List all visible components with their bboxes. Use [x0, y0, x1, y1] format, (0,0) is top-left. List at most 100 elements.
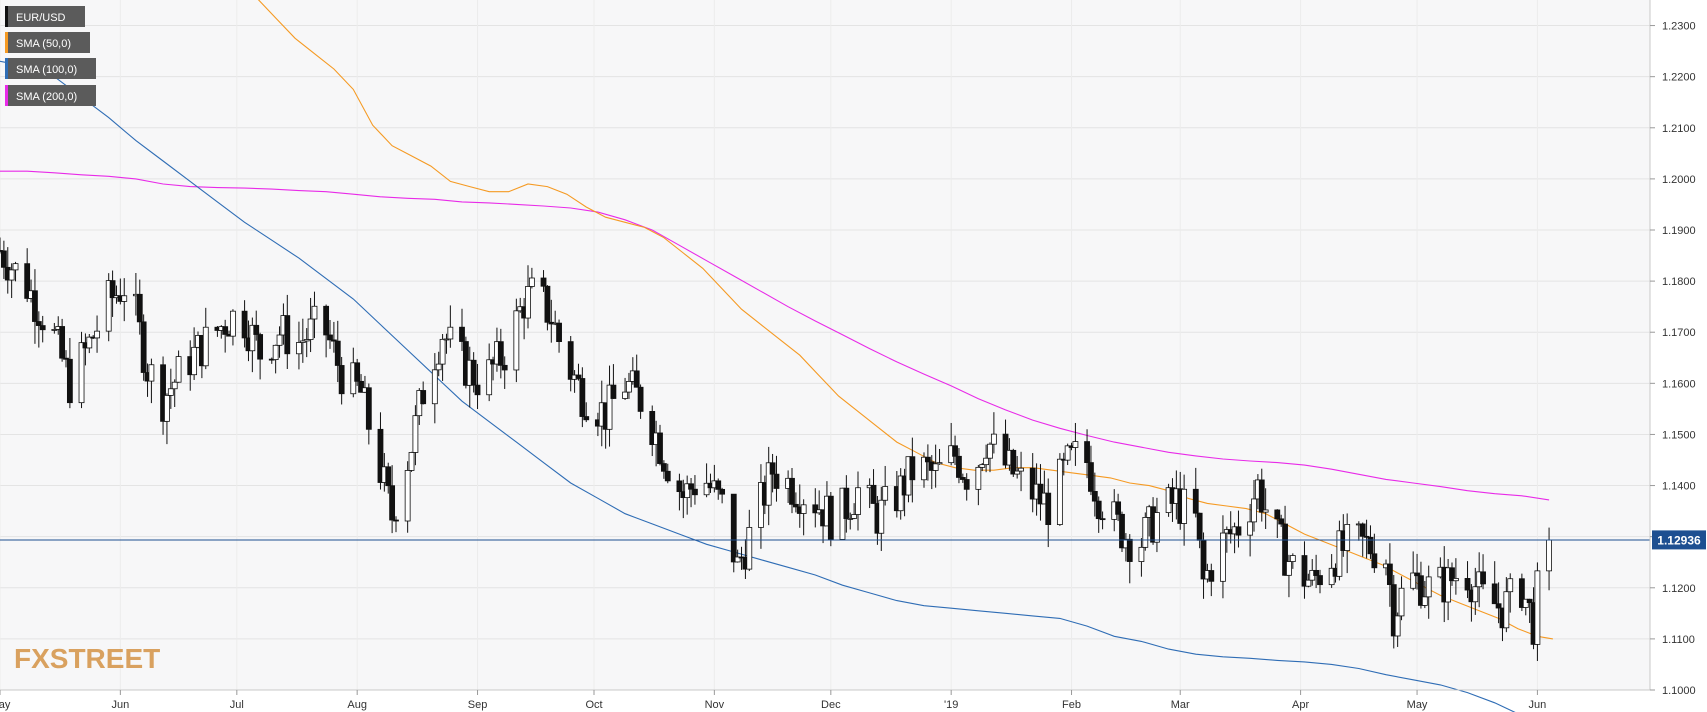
- candle-body-bullish: [249, 324, 256, 352]
- candle-body-bullish: [8, 269, 15, 281]
- candle-body-bullish: [855, 487, 861, 515]
- candle-body-bearish: [389, 485, 396, 521]
- legend-item-sma200[interactable]: SMA (200,0): [5, 85, 96, 106]
- candle-body-bearish: [284, 315, 291, 355]
- candle-body-bearish: [330, 339, 337, 342]
- candle-body-bearish: [1317, 575, 1323, 586]
- x-tick-label: Jun: [1529, 699, 1547, 711]
- candle-body-bullish: [443, 338, 450, 341]
- candle-body-bearish: [1045, 492, 1052, 525]
- candle-body-bearish: [32, 290, 38, 322]
- candle-body-bearish: [664, 470, 671, 482]
- candle-body-bullish: [1154, 512, 1160, 543]
- candle-body-bearish: [959, 477, 966, 480]
- candle-body-bearish: [35, 321, 42, 326]
- candle-body-bearish: [1313, 569, 1320, 576]
- candle-body-bearish: [1363, 535, 1370, 538]
- candle-body-bullish: [1425, 576, 1432, 598]
- candle-body-bearish: [24, 263, 31, 299]
- candle-body-bearish: [1278, 518, 1285, 525]
- legend-box: [5, 32, 90, 53]
- legend-item-eurusd[interactable]: EUR/USD: [5, 6, 85, 27]
- candle-body-bullish: [921, 456, 927, 481]
- x-tick-label: May: [0, 699, 11, 711]
- candle-body-bearish: [1119, 513, 1125, 549]
- candle-body-bearish: [327, 334, 333, 341]
- candle-body-bullish: [1289, 555, 1296, 562]
- candle-body-bearish: [579, 378, 586, 417]
- candle-body-bearish: [109, 280, 116, 299]
- candle-body-bullish: [412, 415, 419, 453]
- legend: EUR/USD SMA (50,0) SMA (100,0) SMA (200,…: [5, 6, 96, 106]
- candle-body-bullish: [447, 326, 454, 340]
- candle-body-bearish: [393, 519, 399, 522]
- y-tick-label: 1.1600: [1662, 378, 1696, 390]
- legend-box: [5, 85, 96, 106]
- candle-body-bullish: [1181, 488, 1188, 524]
- legend-item-sma100[interactable]: SMA (100,0): [5, 58, 96, 79]
- candle-body-bullish: [1445, 567, 1452, 603]
- candle-body-bearish: [692, 488, 698, 496]
- candle-body-bullish: [1220, 532, 1226, 582]
- candle-body-bullish: [882, 486, 889, 501]
- candle-body-bearish: [1390, 584, 1397, 637]
- candle-body-bullish: [1305, 579, 1312, 587]
- candle-body-bearish: [789, 477, 795, 505]
- candle-body-bullish: [878, 499, 885, 534]
- candle-body-bullish: [307, 318, 314, 340]
- legend-swatch-eurusd: [5, 6, 8, 27]
- candle-body-bearish: [956, 455, 962, 478]
- candle-body-bearish: [354, 362, 361, 382]
- y-tick-label: 1.2100: [1662, 123, 1696, 135]
- candle-body-bullish: [983, 457, 990, 466]
- y-tick-label: 1.1700: [1662, 327, 1696, 339]
- candle-body-bullish: [1142, 517, 1149, 548]
- candle-body-bearish: [909, 456, 916, 481]
- candle-body-bullish: [1522, 598, 1529, 608]
- candle-body-bearish: [1208, 570, 1215, 582]
- candle-body-bullish: [525, 286, 531, 319]
- candle-body-bullish: [626, 381, 632, 393]
- candle-body-bearish: [676, 480, 683, 493]
- candle-body-bullish: [435, 363, 442, 371]
- candle-body-bullish: [684, 483, 691, 499]
- candle-body-bullish: [1534, 570, 1541, 645]
- candle-body-bearish: [567, 341, 574, 380]
- candle-body-bullish: [51, 329, 58, 331]
- sma-100-line: [0, 60, 1516, 712]
- y-tick-label: 1.1000: [1662, 685, 1696, 697]
- legend-box: [5, 6, 85, 27]
- candle-body-bearish: [1386, 563, 1393, 586]
- candle-body-bullish: [513, 310, 520, 371]
- candle-body-bullish: [202, 326, 209, 367]
- candle-body-bullish: [439, 338, 446, 365]
- legend-item-sma50[interactable]: SMA (50,0): [5, 32, 90, 53]
- candle-body-bearish: [334, 340, 341, 366]
- candle-body-bearish: [688, 483, 694, 490]
- candle-body-bearish: [649, 411, 656, 446]
- candle-body-bearish: [39, 325, 46, 331]
- candle-body-bullish: [703, 482, 710, 496]
- candle-body-bearish: [657, 432, 663, 464]
- candle-body-bearish: [136, 293, 143, 323]
- y-tick-label: 1.2300: [1662, 21, 1696, 33]
- sma-200-series: [0, 170, 1550, 501]
- candle-body-bullish: [1138, 546, 1145, 562]
- candle-body-bearish: [497, 341, 504, 366]
- y-tick-label: 1.1200: [1662, 583, 1696, 595]
- candle-body-bearish: [365, 387, 372, 430]
- sma-50-series: [257, 0, 1553, 640]
- candle-body-bearish: [583, 416, 590, 421]
- candle-body-bearish: [924, 456, 931, 463]
- candle-body-bullish: [94, 330, 100, 339]
- candle-body-bearish: [501, 364, 508, 371]
- watermark-text: FXSTREET: [14, 643, 160, 674]
- legend-label-sma100: SMA (100,0): [16, 64, 77, 76]
- y-tick-label: 1.1800: [1662, 276, 1696, 288]
- candle-body-bearish: [63, 357, 69, 360]
- candle-body-bullish: [975, 466, 982, 490]
- candle-body-bearish: [1495, 603, 1502, 609]
- candle-body-bearish: [1449, 567, 1455, 582]
